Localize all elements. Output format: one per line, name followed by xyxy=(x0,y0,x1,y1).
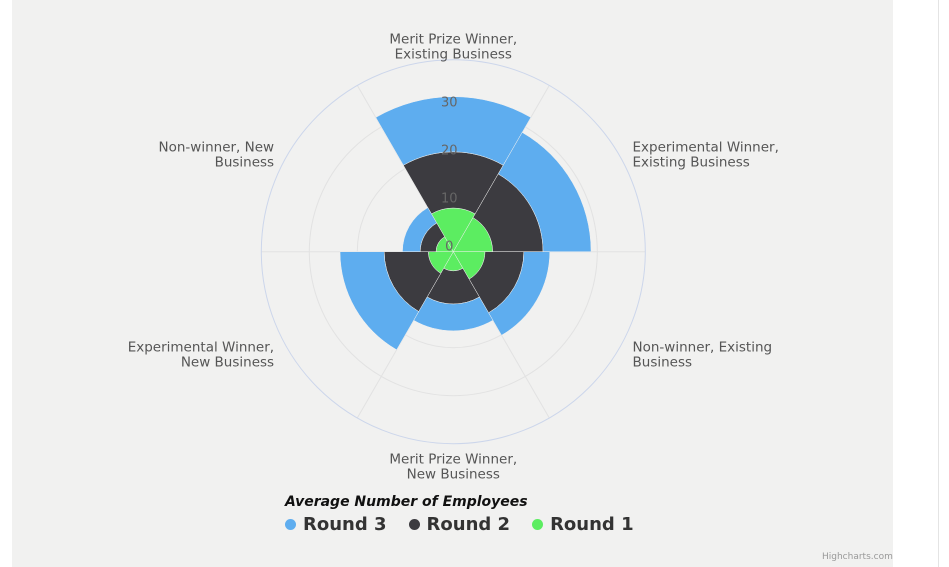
y-tick-label: 30 xyxy=(441,96,458,111)
bar-round-3[interactable] xyxy=(375,96,532,166)
outer-ring xyxy=(260,59,646,445)
legend-item-round-1[interactable]: Round 1 xyxy=(532,514,634,535)
y-tick-label: 0 xyxy=(445,240,453,255)
bar-round-3[interactable] xyxy=(402,207,438,252)
y-tick-label: 10 xyxy=(441,192,458,207)
legend-dot xyxy=(532,519,544,530)
category-label: Business xyxy=(215,155,275,171)
category-label: Experimental Winner, xyxy=(633,140,779,156)
category-label: Business xyxy=(633,355,693,371)
category-label: Existing Business xyxy=(633,155,750,171)
divider xyxy=(938,0,939,567)
legend-dot xyxy=(408,519,420,530)
category-label: New Business xyxy=(181,355,274,371)
legend-label: Round 1 xyxy=(550,514,634,535)
category-label: Non-winner, Existing xyxy=(633,340,773,356)
bar-round-3[interactable] xyxy=(339,251,420,351)
legend-label: Round 3 xyxy=(303,514,387,535)
legend: Round 3 Round 2 Round 1 xyxy=(285,514,634,535)
legend-item-round-3[interactable]: Round 3 xyxy=(285,514,387,535)
category-label: Experimental Winner, xyxy=(128,340,274,356)
legend-item-round-2[interactable]: Round 2 xyxy=(408,514,511,535)
credits-link[interactable]: Highcharts.com xyxy=(822,552,893,562)
category-label: Non-winner, New xyxy=(159,140,275,156)
legend-dot xyxy=(285,519,296,530)
bar-round-3[interactable] xyxy=(488,251,551,336)
y-tick-label: 20 xyxy=(441,144,458,159)
category-label: Merit Prize Winner, xyxy=(389,32,517,48)
category-label: Merit Prize Winner, xyxy=(389,452,517,468)
bar-round-3[interactable] xyxy=(497,132,592,252)
category-label: Existing Business xyxy=(395,47,512,63)
legend-title: Average Number of Employees xyxy=(285,494,528,510)
category-label: New Business xyxy=(407,467,500,483)
legend-label: Round 2 xyxy=(426,514,511,535)
